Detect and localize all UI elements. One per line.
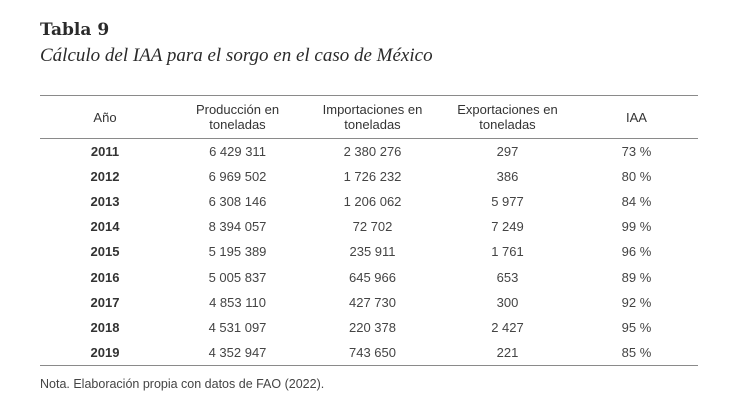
cell-imports: 1 726 232	[343, 169, 402, 185]
cell-exports: 653	[496, 269, 519, 285]
cell-iaa: 96 %	[621, 244, 652, 260]
cell-year: 2015	[90, 244, 120, 260]
header-exports: Exportaciones en toneladas	[457, 102, 558, 132]
cell-production: 4 531 097	[208, 319, 267, 335]
cell-exports: 297	[496, 144, 519, 160]
cell-iaa: 80 %	[621, 169, 652, 185]
header-imports: Importaciones en toneladas	[322, 102, 423, 132]
cell-production: 4 853 110	[209, 294, 266, 310]
cell-imports: 72 702	[352, 219, 393, 235]
table-row: 2017 4 853 110 427 730 300 92 %	[40, 290, 698, 315]
cell-year: 2018	[90, 319, 120, 335]
table-row: 2013 6 308 146 1 206 062 5 977 84 %	[40, 189, 698, 214]
cell-year: 2014	[90, 219, 120, 235]
cell-iaa: 84 %	[621, 194, 652, 210]
header-year: Año	[93, 109, 117, 125]
cell-imports: 220 378	[349, 319, 396, 335]
table-number: Tabla 9	[40, 20, 110, 40]
cell-iaa: 99 %	[621, 219, 652, 235]
cell-year: 2012	[90, 169, 120, 185]
table-note: Nota. Elaboración propia con datos de FA…	[40, 377, 325, 391]
cell-imports: 427 730	[349, 294, 396, 310]
cell-iaa: 73 %	[621, 144, 652, 160]
cell-imports: 743 650	[349, 344, 396, 360]
cell-exports: 2 427	[491, 319, 524, 335]
cell-imports: 235 911	[349, 244, 396, 260]
data-table: Año Producción en toneladas Importacione…	[40, 95, 698, 366]
cell-exports: 221	[496, 344, 519, 360]
cell-exports: 7 249	[491, 219, 524, 235]
cell-year: 2017	[90, 294, 120, 310]
table-title: Cálculo del IAA para el sorgo en el caso…	[40, 45, 433, 66]
header-production: Producción en toneladas	[195, 102, 280, 132]
table-row: 2015 5 195 389 235 911 1 761 96 %	[40, 239, 698, 264]
cell-year: 2011	[90, 144, 120, 160]
cell-iaa: 85 %	[621, 344, 652, 360]
cell-iaa: 95 %	[621, 319, 652, 335]
cell-production: 6 429 311	[209, 144, 266, 160]
cell-production: 4 352 947	[208, 344, 267, 360]
cell-production: 6 969 502	[208, 169, 267, 185]
table-row: 2012 6 969 502 1 726 232 386 80 %	[40, 164, 698, 189]
table-row: 2019 4 352 947 743 650 221 85 %	[40, 340, 698, 366]
table-row: 2011 6 429 311 2 380 276 297 73 %	[40, 139, 698, 165]
cell-production: 5 195 389	[208, 244, 267, 260]
cell-imports: 645 966	[349, 269, 396, 285]
cell-exports: 386	[496, 169, 519, 185]
header-iaa: IAA	[626, 109, 647, 125]
cell-year: 2016	[90, 269, 120, 285]
cell-exports: 5 977	[491, 194, 524, 210]
cell-production: 5 005 837	[208, 269, 267, 285]
cell-exports: 300	[496, 294, 519, 310]
cell-imports: 1 206 062	[343, 194, 402, 210]
cell-imports: 2 380 276	[343, 144, 402, 160]
header-row: Año Producción en toneladas Importacione…	[40, 95, 698, 139]
cell-production: 8 394 057	[208, 219, 267, 235]
cell-year: 2013	[90, 194, 120, 210]
table-row: 2018 4 531 097 220 378 2 427 95 %	[40, 315, 698, 340]
table-row: 2014 8 394 057 72 702 7 249 99 %	[40, 214, 698, 239]
cell-iaa: 89 %	[621, 269, 652, 285]
cell-year: 2019	[90, 344, 120, 360]
cell-exports: 1 761	[491, 244, 524, 260]
cell-iaa: 92 %	[621, 294, 652, 310]
table-row: 2016 5 005 837 645 966 653 89 %	[40, 264, 698, 289]
cell-production: 6 308 146	[208, 194, 267, 210]
